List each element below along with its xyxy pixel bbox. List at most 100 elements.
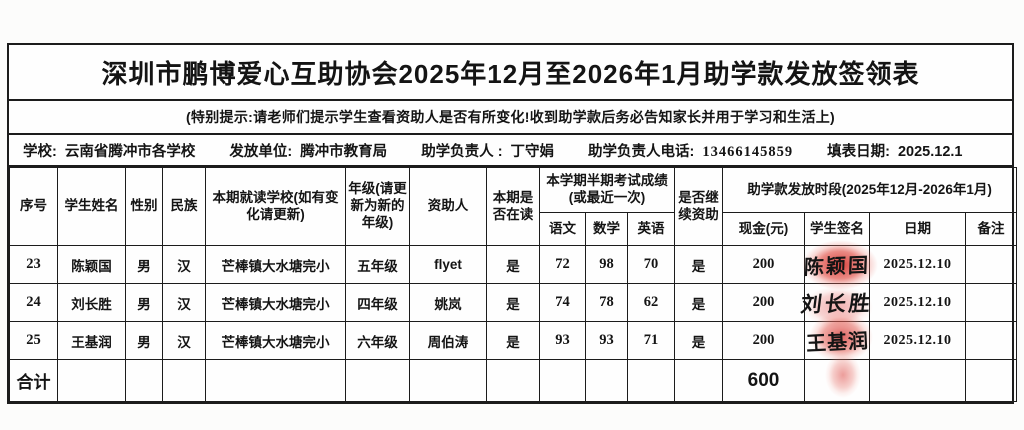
col-header-ethnicity: 民族 [162,167,206,246]
form-sheet: 深圳市鹏博爱心互助协会2025年12月至2026年1月助学款发放签领表 (特别提… [7,43,1018,404]
col-header-school: 本期就读学校(如有变化请更新) [205,167,346,246]
col-group-exam-scores: 本学期半期考试成绩(或最近一次) [538,167,676,213]
student-row: 24 刘长胜 男 汉 芒棒镇大水塘完小 四年级 姚岚 是 74 78 62 是 … [9,283,1018,328]
empty-cell [162,359,206,402]
cell-student-name: 刘长胜 [57,283,126,322]
info-phone-label: 助学负责人电话: [588,143,695,160]
col-header-grade: 年级(请更新为新的年级) [345,167,410,246]
student-signature: 王基润 [805,330,870,356]
cell-sponsor: flyet [409,245,487,284]
col-header-chinese: 语文 [539,212,586,246]
cell-ethnicity: 汉 [162,283,206,322]
cell-gender: 男 [125,245,163,284]
info-school-value: 云南省腾冲市各学校 [64,143,196,160]
total-label-cell: 合计 [9,359,58,402]
cell-continue: 是 [674,283,724,322]
form-info-row: 学校: 云南省腾冲市各学校 发放单位: 腾冲市教育局 助学负责人 : 丁守娟 助学负责… [9,135,1012,167]
cell-score-chinese: 74 [539,283,586,322]
cell-date: 2025.12.10 [869,245,967,284]
cell-enrolled: 是 [486,245,540,284]
info-fill-date: 填表日期: 2025.12.1 [827,140,962,161]
info-manager: 助学负责人 : 丁守娟 [421,140,554,161]
student-row: 23 陈颖国 男 汉 芒棒镇大水塘完小 五年级 flyet 是 72 98 70… [9,240,1018,290]
cell-school: 芒棒镇大水塘完小 [205,245,346,284]
cell-score-chinese: 93 [539,321,586,360]
cell-school: 芒棒镇大水塘完小 [205,321,346,360]
info-fill-date-value: 2025.12.1 [897,143,963,160]
cell-score-english: 71 [626,321,676,360]
col-header-english: 英语 [626,212,676,246]
empty-cell [804,359,871,402]
info-manager-value: 丁守娟 [510,143,555,160]
empty-cell [626,359,676,402]
info-phone: 助学负责人电话: 13466145859 [588,140,793,161]
cell-ethnicity: 汉 [162,245,206,284]
cell-grade: 五年级 [345,245,410,284]
student-signature: 陈颖国 [803,254,871,280]
col-header-gender: 性别 [125,167,163,246]
total-row: 合计 600 [9,359,1018,402]
cell-remark [965,283,1018,322]
signature-wrap: 陈颖国 [802,240,879,290]
signature-cell: 刘长胜 [799,283,874,328]
total-cash-cell: 600 [722,359,806,402]
signature-cell: 陈颖国 [802,240,879,290]
empty-cell [869,359,967,402]
special-notice: (特别提示:请老师们提示学生查看资助人是否有所变化!收到助学款后务必告知家长并用… [9,101,1012,135]
cell-seq: 24 [9,283,58,322]
empty-cell [125,359,163,402]
cell-student-name: 王基润 [57,321,126,360]
cell-student-name: 陈颖国 [57,245,126,284]
signature-wrap: 王基润 [805,312,874,398]
col-header-continue: 是否继续资助 [674,167,724,246]
roster-table: 序号 学生姓名 性别 民族 本期就读学校(如有变化请更新) 年级(请更新为新的年… [9,167,1018,402]
empty-cell [965,359,1018,402]
cell-score-math: 98 [585,245,628,284]
info-issuer: 发放单位: 腾冲市教育局 [229,140,387,161]
cell-ethnicity: 汉 [162,321,206,360]
cell-grade: 四年级 [345,283,410,322]
col-header-seq: 序号 [9,167,58,246]
empty-cell [674,359,724,402]
info-school: 学校: 云南省腾冲市各学校 [23,140,195,161]
info-phone-value: 13466145859 [702,143,794,160]
cell-cash: 200 [722,245,806,284]
col-header-remark: 备注 [965,212,1018,246]
cell-sponsor: 周伯涛 [409,321,487,360]
cell-sponsor: 姚岚 [409,283,487,322]
form-title: 深圳市鹏博爱心互助协会2025年12月至2026年1月助学款发放签领表 [9,45,1012,101]
cell-gender: 男 [125,283,163,322]
cell-score-english: 70 [626,245,676,284]
cell-score-math: 78 [585,283,628,322]
cell-remark [965,245,1018,284]
empty-cell [345,359,410,402]
cell-gender: 男 [125,321,163,360]
student-signature: 刘长胜 [799,291,875,317]
empty-cell [539,359,586,402]
cell-enrolled: 是 [486,283,540,322]
col-header-signature: 学生签名 [804,212,871,246]
cell-remark [965,321,1018,360]
cell-school: 芒棒镇大水塘完小 [205,283,346,322]
cell-enrolled: 是 [486,321,540,360]
cell-date: 2025.12.10 [869,283,967,322]
col-header-cash: 现金(元) [722,212,806,246]
info-issuer-label: 发放单位: [229,143,293,160]
info-school-label: 学校: [23,143,57,160]
col-header-enrolled: 本期是否在读 [486,167,540,246]
empty-cell [409,359,487,402]
col-group-payment-period: 助学款发放时段(2025年12月-2026年1月) [722,167,1018,213]
cell-seq: 23 [9,245,58,284]
cell-continue: 是 [674,321,724,360]
info-issuer-value: 腾冲市教育局 [300,143,388,160]
cell-score-chinese: 72 [539,245,586,284]
cell-date: 2025.12.10 [869,321,967,360]
col-header-math: 数学 [585,212,628,246]
col-header-name: 学生姓名 [57,167,126,246]
empty-cell [57,359,126,402]
col-header-sponsor: 资助人 [409,167,487,246]
info-fill-date-label: 填表日期: [827,143,890,160]
student-row: 25 王基润 男 汉 芒棒镇大水塘完小 六年级 周伯涛 是 93 93 71 是… [9,312,1018,398]
cell-cash: 200 [722,321,806,360]
